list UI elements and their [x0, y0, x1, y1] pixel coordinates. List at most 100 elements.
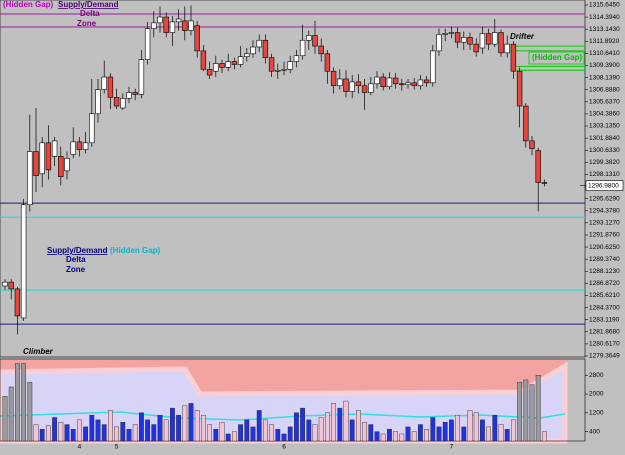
candle-body [194, 25, 200, 52]
candle-body [51, 140, 58, 157]
candle-body [392, 77, 399, 85]
y-tick-label: 1295.6290 [589, 195, 620, 202]
volume-bar [70, 429, 76, 442]
volume-bar [151, 424, 157, 442]
volume-bar [312, 424, 318, 442]
volume-bar [387, 429, 392, 442]
candle-body [169, 21, 176, 33]
volume-bar [393, 431, 398, 442]
candle-body [498, 32, 504, 54]
volume-bar [89, 414, 95, 442]
volume-bar [424, 429, 429, 442]
volume-bar [529, 384, 535, 442]
y-tick-label: 1303.1350 [589, 123, 620, 130]
volume-bar [238, 424, 243, 442]
candle-body [461, 37, 467, 43]
volume-bar [511, 419, 516, 442]
y-tick-label: 2800 [589, 372, 604, 379]
candle-body [299, 39, 306, 57]
candle-body [330, 70, 337, 87]
candle-body [70, 141, 76, 155]
volume-bar [263, 419, 268, 442]
y-tick-label: 1306.8880 [589, 86, 620, 93]
candle-body [523, 105, 529, 142]
volume-bar [244, 419, 250, 442]
candle-body [399, 83, 405, 86]
volume-bar [436, 426, 442, 442]
candle-body [95, 89, 101, 115]
candle-body [213, 63, 219, 72]
candle-body [504, 43, 510, 54]
volume-bar [8, 386, 14, 442]
candle-body [293, 55, 300, 62]
candle-body [374, 76, 380, 85]
volume-bar [517, 382, 523, 442]
volume-bar [95, 419, 101, 442]
candle-body [281, 68, 287, 71]
candle-body [436, 34, 442, 52]
volume-bar [269, 424, 274, 442]
candle-body [423, 79, 430, 84]
volume-bar [145, 419, 150, 442]
y-tick-label: 1293.1270 [589, 220, 620, 227]
candle-body [250, 46, 256, 55]
volume-bar [449, 419, 454, 442]
volume-bar [306, 419, 312, 442]
candle-body [132, 92, 138, 95]
volume-bar [523, 379, 529, 442]
volume-bar [176, 414, 181, 442]
candle-body [306, 35, 312, 41]
candle-body [417, 79, 424, 87]
y-tick-label: 1283.1190 [589, 316, 620, 323]
volume-bar [343, 400, 349, 442]
candle-body [107, 76, 114, 98]
candle-body [58, 156, 64, 177]
candle-body [535, 150, 541, 183]
volume-bar [225, 433, 231, 442]
candle-body [200, 50, 207, 70]
volume-bar [318, 417, 324, 442]
volume-bar [101, 424, 107, 442]
volume-bar [430, 417, 436, 442]
candle-body [39, 142, 45, 175]
candle-body [151, 22, 157, 29]
volume-bar [52, 417, 58, 442]
volume-bar [362, 422, 367, 442]
annotation: Drifter [510, 32, 535, 41]
volume-bar [337, 407, 343, 442]
annotation: Climber [23, 347, 54, 356]
volume-bar [46, 425, 51, 442]
candle-body [120, 98, 126, 109]
volume-bar [467, 410, 473, 442]
candle-body [64, 157, 70, 172]
volume-bar [14, 363, 20, 442]
candle-body [188, 20, 194, 31]
candle-body [361, 85, 368, 93]
annotation: (Hidden Gap) [532, 53, 583, 62]
candle-body [163, 16, 169, 33]
volume-bar [58, 422, 64, 442]
volume-bar [157, 414, 163, 442]
candle-body [510, 43, 517, 72]
candle-body [337, 78, 343, 87]
annotation: Delta [80, 9, 100, 18]
y-tick-label: 1281.8680 [589, 329, 620, 336]
candle-body [349, 81, 355, 92]
volume-bar [219, 422, 225, 442]
candle-body [355, 81, 362, 87]
y-tick-label: 1200 [589, 410, 604, 417]
volume-bar [76, 419, 82, 442]
volume-bar [27, 382, 33, 442]
candle-body [76, 141, 83, 150]
candle-body [492, 32, 498, 45]
volume-bar [542, 431, 547, 442]
volume-bar [132, 424, 138, 442]
x-tick-label: 6 [282, 444, 286, 451]
candle-body [89, 113, 95, 144]
volume-bar [281, 433, 287, 442]
volume-bar [492, 414, 498, 442]
volume-bar [200, 414, 206, 442]
volume-bar [405, 426, 411, 442]
volume-bar [182, 405, 188, 442]
volume-bar [256, 410, 262, 442]
